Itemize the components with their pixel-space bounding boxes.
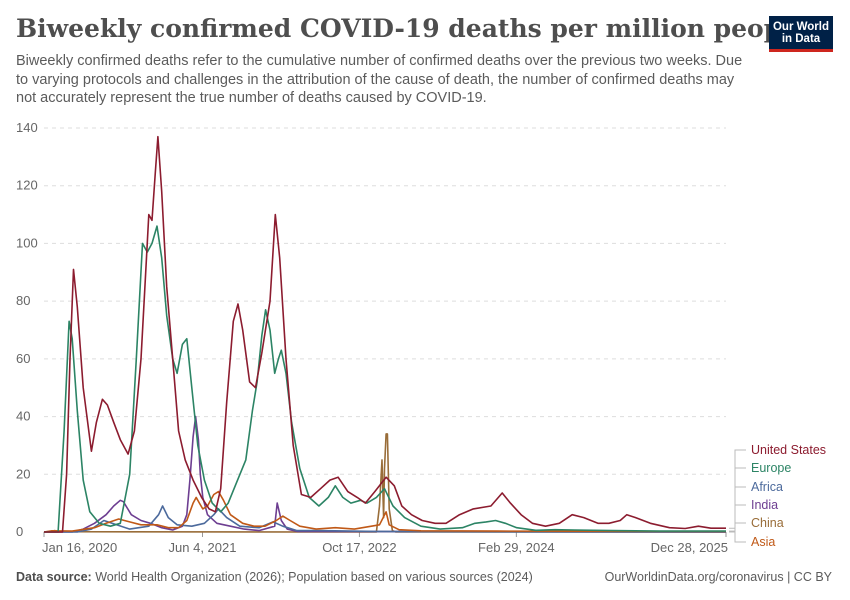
legend-label-china[interactable]: China xyxy=(751,516,784,530)
chart-title: Biweekly confirmed COVID-19 deaths per m… xyxy=(16,14,807,43)
legend-connector xyxy=(729,467,746,532)
x-tick-label: Jan 16, 2020 xyxy=(42,540,117,555)
chart-subtitle: Biweekly confirmed deaths refer to the c… xyxy=(16,53,743,106)
legend-label-india[interactable]: India xyxy=(751,498,778,512)
x-axis-ticks: Jan 16, 2020 Jun 4, 2021 Oct 17, 2022 Feb 2… xyxy=(42,532,728,555)
source-label: Data source: xyxy=(16,570,92,584)
y-tick-label: 40 xyxy=(16,409,30,424)
owid-logo[interactable]: Our World in Data xyxy=(769,16,833,52)
legend-connector xyxy=(729,522,746,533)
legend-label-united-states[interactable]: United States xyxy=(751,443,826,457)
legend-connector xyxy=(729,449,746,529)
footer-source: Data source: World Health Organization (… xyxy=(16,570,533,584)
legend-label-europe[interactable]: Europe xyxy=(751,461,791,475)
source-text: World Health Organization (2026); Popula… xyxy=(95,570,533,584)
x-tick-label: Oct 17, 2022 xyxy=(322,540,396,555)
line-chart: 0 20 40 60 80 100 120 140 Jan 16, 2020 Jun 4, 20… xyxy=(16,120,826,555)
y-tick-label: 20 xyxy=(16,466,30,481)
series-line-europe[interactable] xyxy=(44,225,726,533)
legend-connector xyxy=(729,486,746,533)
y-axis-ticks: 0 20 40 60 80 100 120 140 xyxy=(16,120,38,539)
series-line-asia[interactable] xyxy=(43,490,727,533)
series-lines xyxy=(43,135,727,533)
series-line-africa[interactable] xyxy=(44,505,727,533)
grid-lines xyxy=(44,127,726,533)
legend: United States Europe Africa India China Asia xyxy=(729,443,826,549)
legend-connector xyxy=(729,530,746,543)
series-line-united-states[interactable] xyxy=(44,135,726,533)
y-tick-label: 100 xyxy=(16,235,38,250)
footer-license-link[interactable]: OurWorldinData.org/coronavirus | CC BY xyxy=(604,570,832,584)
y-tick-label: 0 xyxy=(16,524,23,539)
series-line-india[interactable] xyxy=(44,415,727,533)
x-tick-label: Dec 28, 2025 xyxy=(651,540,728,555)
x-tick-label: Jun 4, 2021 xyxy=(169,540,237,555)
legend-label-asia[interactable]: Asia xyxy=(751,535,775,549)
legend-label-africa[interactable]: Africa xyxy=(751,480,783,494)
y-tick-label: 80 xyxy=(16,293,30,308)
y-tick-label: 60 xyxy=(16,351,30,366)
logo-line-2: in Data xyxy=(781,32,821,45)
logo-line-1: Our World xyxy=(772,20,829,33)
x-tick-label: Feb 29, 2024 xyxy=(478,540,555,555)
y-tick-label: 140 xyxy=(16,120,38,135)
y-tick-label: 120 xyxy=(16,178,38,193)
